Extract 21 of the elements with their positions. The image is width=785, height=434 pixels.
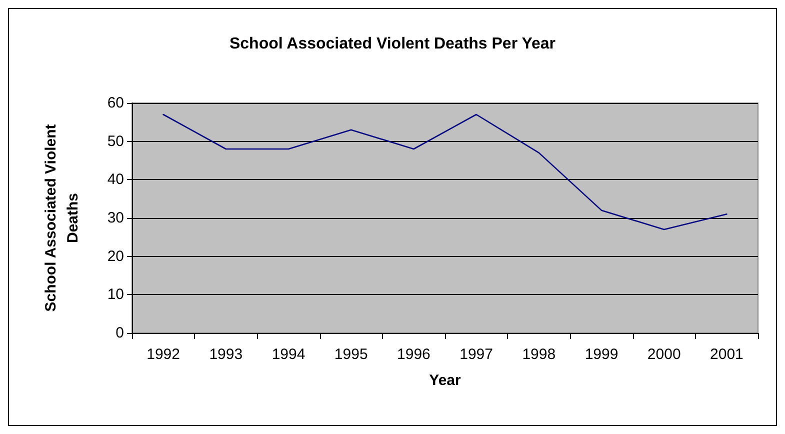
x-tick-label: 2001 — [710, 346, 744, 363]
x-tick-label: 1997 — [460, 346, 493, 363]
y-tick-label: 40 — [107, 171, 124, 188]
y-axis-title: School Associated Violent Deaths — [42, 124, 82, 312]
y-tick-label: 0 — [116, 324, 124, 342]
x-tick-label: 1994 — [272, 346, 306, 363]
x-tick-label: 2000 — [647, 346, 681, 363]
x-tick-label: 1992 — [146, 346, 180, 363]
y-tick-label: 60 — [107, 94, 124, 112]
chart-title: School Associated Violent Deaths Per Year — [229, 36, 556, 52]
y-tick-label: 10 — [107, 286, 124, 304]
x-tick-label: 1995 — [334, 346, 368, 363]
y-tick-label: 20 — [107, 248, 124, 265]
x-tick-label: 1999 — [584, 346, 618, 363]
line-series — [162, 114, 728, 230]
x-tick-label: 1998 — [522, 346, 556, 363]
x-tick-label: 1993 — [209, 346, 243, 363]
x-tick-label: 1996 — [397, 346, 430, 363]
x-axis-title: Year — [429, 372, 462, 389]
y-tick-label: 50 — [107, 132, 124, 150]
y-tick-label: 30 — [107, 210, 124, 226]
